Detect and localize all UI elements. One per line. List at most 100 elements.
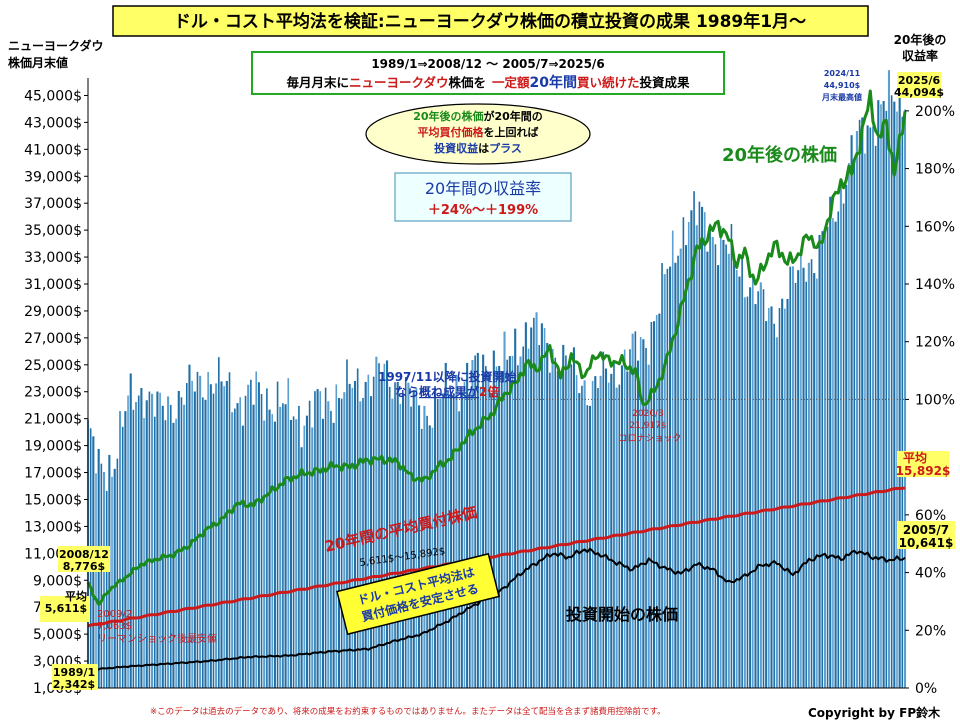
- left-tick-label: 29,000$: [24, 304, 82, 320]
- left-tick-label: 33,000$: [24, 250, 82, 266]
- bar-mark: [455, 374, 458, 688]
- bar-mark: [754, 304, 757, 688]
- right-axis-title-line2: 収益率: [902, 48, 938, 63]
- bar-mark: [781, 298, 784, 688]
- bar-mark: [236, 403, 239, 688]
- bar-mark: [826, 226, 829, 689]
- bar-mark: [508, 356, 511, 688]
- bar-mark: [394, 382, 396, 688]
- bar-mark: [556, 371, 559, 688]
- right-tick-label: 140%: [915, 277, 955, 293]
- bar-mark: [786, 298, 789, 688]
- bar-mark: [752, 273, 754, 688]
- bar-mark: [877, 100, 880, 689]
- bar-mark: [882, 101, 885, 688]
- bar-mark: [698, 201, 701, 688]
- callout-start-date: 1989/1: [53, 666, 95, 679]
- bar-mark: [247, 384, 250, 688]
- bar-mark: [789, 266, 791, 688]
- left-axis-ticks: 1,000$3,000$5,000$7,000$9,000$11,000$13,…: [24, 88, 88, 697]
- lehman-value: 7,063$: [97, 621, 132, 632]
- ellipse-row3: 投資収益はプラス: [434, 141, 522, 155]
- right-tick-label: 180%: [915, 162, 955, 178]
- bar-mark: [385, 360, 389, 688]
- bar-mark: [757, 291, 759, 688]
- bar-mark: [303, 425, 306, 688]
- bar-mark: [527, 348, 530, 688]
- bar-mark: [102, 471, 106, 688]
- bar-mark: [369, 396, 373, 688]
- bar-mark: [95, 473, 97, 688]
- bar-mark: [765, 321, 768, 688]
- bar-mark: [292, 416, 295, 688]
- bar-mark: [669, 266, 672, 688]
- bar-mark: [353, 380, 357, 688]
- callout-end-value: 44,094$: [894, 86, 944, 99]
- bar-mark: [188, 364, 191, 688]
- bar-mark: [287, 378, 290, 688]
- bar-mark: [738, 276, 741, 688]
- bar-mark: [276, 381, 279, 688]
- bar-mark: [474, 355, 476, 688]
- bar-mark: [469, 392, 471, 688]
- right-tick-label: 100%: [915, 392, 955, 408]
- line-black: [86, 89, 907, 606]
- bar-mark: [869, 127, 872, 688]
- bar-mark: [858, 119, 861, 688]
- bar-mark: [228, 372, 231, 688]
- bar-mark: [143, 418, 145, 688]
- bar-mark: [220, 381, 223, 688]
- bar-mark: [431, 427, 434, 688]
- bar-mark: [404, 377, 407, 688]
- bar-mark: [533, 317, 535, 688]
- bar-mark: [538, 345, 541, 688]
- bar-mark: [442, 393, 444, 688]
- bar-mark: [501, 371, 503, 688]
- right-axis-ticks: 0%20%40%60%80%100%120%140%160%180%200%: [905, 104, 955, 697]
- bar-mark: [255, 371, 258, 688]
- bar-mark: [300, 447, 303, 688]
- bar-mark: [695, 225, 698, 688]
- bar-mark: [549, 372, 551, 688]
- green-line-label: 20年後の株価: [722, 144, 837, 166]
- bar-mark: [703, 212, 706, 689]
- bar-mark: [623, 349, 626, 688]
- bar-mark: [602, 351, 605, 688]
- bar-mark: [447, 394, 450, 688]
- header-text-e: 20年間: [530, 74, 577, 91]
- bar-mark: [159, 392, 161, 688]
- callout-avg-end-label: 平均: [903, 450, 927, 465]
- bar-mark: [546, 342, 549, 688]
- bar-mark: [575, 375, 578, 688]
- bar-mark: [410, 406, 412, 688]
- bar-mark: [791, 266, 794, 688]
- bar-mark: [749, 287, 752, 688]
- bar-mark: [463, 382, 466, 688]
- lehman-label: リーマンショック後最安値: [97, 632, 217, 645]
- left-tick-label: 39,000$: [24, 169, 82, 185]
- lehman-date: 2009/2: [97, 609, 132, 620]
- bar-mark: [105, 490, 108, 688]
- ellipse-r2-b: を上回れば: [484, 125, 539, 139]
- bar-mark: [514, 328, 517, 688]
- bar-mark: [452, 393, 455, 688]
- bar-mark: [842, 203, 845, 689]
- bar-mark: [570, 364, 573, 688]
- bar-mark: [412, 390, 415, 688]
- callout-start: 1989/1 2,342$: [52, 664, 98, 691]
- bar-mark: [650, 322, 653, 688]
- bar-mark: [645, 347, 647, 688]
- bar-mark: [495, 366, 498, 688]
- bar-mark: [762, 289, 765, 688]
- bar-mark: [348, 383, 351, 688]
- bar-mark: [599, 375, 602, 688]
- right-tick-label: 200%: [915, 104, 955, 120]
- bar-mark: [231, 412, 234, 688]
- bar-mark: [263, 420, 266, 688]
- bar-mark: [399, 403, 402, 688]
- note-1997-d: 2倍: [479, 384, 499, 399]
- bar-mark: [113, 468, 116, 688]
- bar-mark: [898, 81, 901, 688]
- bar-mark: [658, 313, 661, 688]
- callout-2008: 2008/12 8,776$: [58, 546, 110, 573]
